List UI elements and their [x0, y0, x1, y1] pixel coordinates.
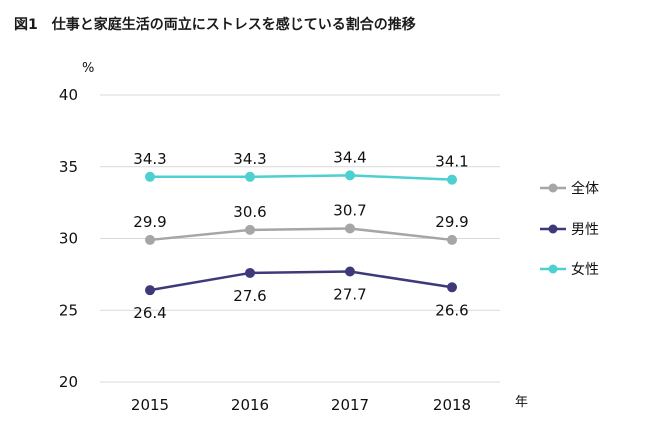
y-axis-unit: % [82, 61, 94, 76]
legend-marker-女性 [548, 264, 558, 274]
x-tick-label-2018: 2018 [433, 396, 471, 414]
data-label-女性-2017: 34.4 [333, 148, 366, 166]
data-label-全体-2016: 30.6 [233, 203, 266, 221]
y-tick-label-20: 20 [59, 373, 78, 391]
data-point-全体-2018 [447, 234, 457, 245]
data-point-全体-2015 [145, 234, 155, 245]
y-tick-label-35: 35 [59, 158, 78, 176]
figure-title-text: 仕事と家庭生活の両立にストレスを感じている割合の推移 [51, 17, 416, 33]
figure-title: 図1 仕事と家庭生活の両立にストレスを感じている割合の推移 [14, 14, 416, 34]
data-point-全体-2016 [245, 224, 255, 235]
data-label-女性-2016: 34.3 [233, 150, 266, 168]
data-label-男性-2018: 26.6 [435, 301, 468, 319]
data-label-全体-2015: 29.9 [133, 213, 166, 231]
legend-marker-男性 [548, 224, 558, 234]
data-point-女性-2018 [447, 174, 457, 185]
y-tick-label-25: 25 [59, 301, 78, 319]
data-point-男性-2016 [245, 267, 255, 278]
y-tick-label-30: 30 [59, 230, 78, 248]
data-point-男性-2018 [447, 282, 457, 293]
x-tick-label-2015: 2015 [131, 396, 169, 414]
data-label-男性-2016: 27.6 [233, 287, 266, 305]
legend-marker-全体 [548, 183, 558, 193]
data-point-男性-2015 [145, 285, 155, 296]
legend-label-男性: 男性 [571, 222, 599, 238]
x-axis-unit: 年 [515, 395, 528, 410]
y-tick-label-40: 40 [59, 86, 78, 104]
data-point-男性-2017 [345, 266, 355, 277]
data-label-男性-2017: 27.7 [333, 286, 366, 304]
x-tick-label-2016: 2016 [231, 396, 269, 414]
data-label-女性-2018: 34.1 [435, 153, 468, 171]
data-point-女性-2016 [245, 171, 255, 182]
legend-label-全体: 全体 [571, 180, 599, 197]
data-label-女性-2015: 34.3 [133, 150, 166, 168]
series-line-全体 [149, 227, 453, 242]
series-line-女性 [150, 174, 453, 181]
data-label-全体-2017: 30.7 [333, 201, 366, 219]
figure-number: 図1 [14, 17, 38, 33]
series-line-男性 [149, 270, 453, 292]
data-label-全体-2018: 29.9 [435, 213, 468, 231]
data-point-女性-2017 [345, 170, 355, 181]
data-point-全体-2017 [345, 223, 355, 234]
data-label-男性-2015: 26.4 [133, 304, 166, 322]
x-tick-label-2017: 2017 [331, 396, 369, 414]
data-point-女性-2015 [145, 171, 155, 182]
legend-label-女性: 女性 [571, 261, 599, 278]
